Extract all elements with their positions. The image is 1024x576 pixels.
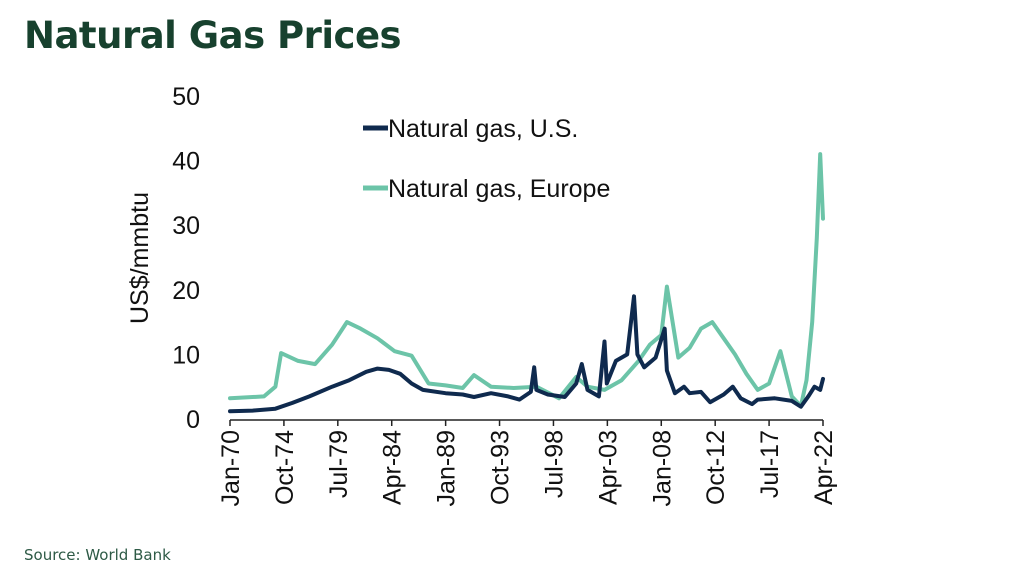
- y-axis-title: US$/mmbtu: [126, 192, 154, 324]
- x-tick-label: Apr-84: [379, 430, 407, 505]
- legend-label-europe: Natural gas, Europe: [388, 175, 610, 203]
- x-tick-label: Oct-12: [702, 430, 730, 505]
- legend: Natural gas, U.S. Natural gas, Europe: [363, 115, 610, 203]
- x-tick-label: Jan-70: [217, 430, 245, 506]
- y-tick-label: 40: [172, 148, 200, 176]
- x-tick-label: Jul-98: [540, 430, 568, 498]
- y-tick-label: 0: [186, 406, 200, 434]
- x-tick-label: Apr-03: [594, 430, 622, 505]
- x-tick-label: Oct-93: [487, 430, 515, 505]
- series-lines: [228, 152, 825, 414]
- y-tick-label: 10: [172, 341, 200, 369]
- source-note: Source: World Bank: [24, 546, 171, 564]
- x-tick-label: Apr-22: [810, 430, 838, 505]
- x-tick-label: Jan-89: [433, 430, 461, 506]
- x-tick-label: Jul-79: [325, 430, 353, 498]
- y-tick-label: 20: [172, 277, 200, 305]
- series-line-us: [228, 294, 825, 414]
- x-tick-label: Jul-17: [756, 430, 784, 498]
- y-tick-label: 30: [172, 212, 200, 240]
- legend-label-us: Natural gas, U.S.: [388, 115, 578, 143]
- x-tick-label: Jan-08: [648, 430, 676, 506]
- y-axis-ticks: 0 10 20 30 40 50: [172, 83, 200, 434]
- slide-title: Natural Gas Prices: [24, 14, 402, 57]
- y-tick-label: 50: [172, 83, 200, 111]
- series-line-europe: [228, 152, 825, 409]
- x-axis-ticks: Jan-70 Oct-74 Jul-79 Apr-84 Jan-89 Oct-93 Jul-…: [217, 420, 838, 506]
- x-tick-label: Oct-74: [271, 430, 299, 505]
